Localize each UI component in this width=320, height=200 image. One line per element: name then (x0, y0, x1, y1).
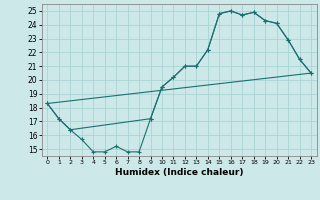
X-axis label: Humidex (Indice chaleur): Humidex (Indice chaleur) (115, 168, 244, 177)
